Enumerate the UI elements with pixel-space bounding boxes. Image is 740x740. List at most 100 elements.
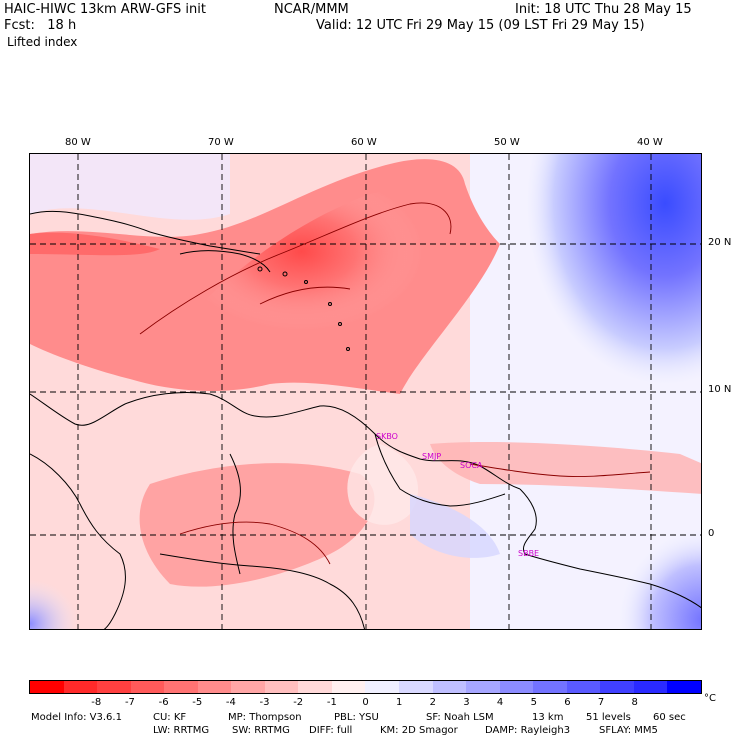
footer-damp: DAMP: Rayleigh3: [485, 725, 571, 736]
colorbar-segment: [566, 681, 601, 693]
colorbar-tick-label: -1: [326, 697, 337, 708]
lon-label: 50 W: [494, 137, 520, 148]
colorbar-tick-label: -4: [225, 697, 236, 708]
map-canvas: [30, 154, 701, 629]
unstable-air-core: [180, 190, 450, 366]
colorbar-segment: [633, 681, 668, 693]
footer-km: KM: 2D Smagor: [380, 725, 458, 736]
coastlines: [30, 210, 701, 629]
lat-label: 20 N: [708, 237, 732, 248]
lon-label: 60 W: [351, 137, 377, 148]
colorbar-tick-label: -2: [293, 697, 304, 708]
colorbar-segment: [667, 681, 701, 693]
colorbar-tick-label: 3: [463, 697, 470, 708]
pale-patch: [347, 444, 419, 525]
colorbar-tick-label: -3: [259, 697, 270, 708]
footer-sf: SF: Noah LSM: [426, 712, 494, 723]
islands: [257, 266, 350, 351]
colorbar-segment: [298, 681, 332, 693]
colorbar-segment: [197, 681, 232, 693]
colorbar-tick-label: 4: [496, 697, 504, 708]
colorbar-tick-label: -8: [91, 697, 102, 708]
field-name: Lifted index: [7, 35, 78, 49]
colorbar-tick-label: 7: [597, 697, 605, 708]
footer-pbl: PBL: YSU: [334, 712, 379, 723]
colorbar-unit: °C: [704, 693, 716, 704]
island: [328, 302, 332, 306]
lat-label: 0: [708, 528, 715, 539]
border-colombia-venezuela: [229, 453, 241, 575]
lifted-index-map: [29, 153, 702, 630]
valid-time: Valid: 12 UTC Fri 29 May 15 (09 LST Fri …: [316, 18, 645, 33]
stable-air-southeast: [490, 404, 701, 629]
colorbar-tick-label: 6: [564, 697, 571, 708]
coastline-brazil: [519, 488, 701, 609]
colorbar-segment: [499, 681, 534, 693]
colorbar-segment: [231, 681, 265, 693]
forecast-hour: Fcst: 18 h: [4, 18, 77, 33]
contours: [139, 202, 651, 565]
lon-label: 70 W: [208, 137, 234, 148]
northwest-pale-region: [30, 154, 230, 220]
lat-lon-grid: [30, 154, 701, 629]
colorbar-tick-label: 0: [362, 697, 369, 708]
colorbar-segment: [533, 681, 567, 693]
border-brazil-west: [159, 553, 365, 629]
lon-label: 40 W: [637, 137, 663, 148]
station-label: SOCA: [460, 461, 483, 470]
model-title: HAIC-HIWC 13km ARW-GFS init: [4, 2, 206, 17]
colorbar-segment: [399, 681, 433, 693]
colorbar-tick-label: 2: [429, 697, 436, 708]
island: [304, 280, 308, 284]
station-label: SBBE: [518, 549, 540, 558]
contour-line: [179, 521, 331, 565]
colorbar-segment: [365, 681, 400, 693]
itcz-unstable-band: [430, 442, 701, 494]
init-time: Init: 18 UTC Thu 28 May 15: [515, 2, 692, 17]
footer-diff: DIFF: full: [309, 725, 353, 736]
coastline-west: [30, 453, 126, 629]
southern-unstable-region: [139, 463, 375, 587]
border-guianas: [374, 433, 506, 507]
colorbar-segment: [97, 681, 131, 693]
colorbar-segment: [466, 681, 500, 693]
footer-timestep: 60 sec: [653, 712, 686, 723]
colorbar-tick-label: -6: [158, 697, 169, 708]
footer-lw: LW: RRTMG: [153, 725, 210, 736]
contour-line: [469, 463, 651, 477]
colorbar-segment: [432, 681, 467, 693]
footer-cu: CU: KF: [153, 712, 187, 723]
colorbar: [29, 680, 702, 694]
contour-line: [259, 286, 351, 305]
island: [338, 322, 342, 326]
island: [257, 266, 263, 272]
coastline-cuba: [30, 210, 261, 255]
colorbar-segment: [130, 681, 165, 693]
colorbar-segment: [264, 681, 299, 693]
lat-label: 10 N: [708, 384, 732, 395]
stable-patch-center: [410, 494, 500, 558]
center-label: NCAR/MMM: [274, 2, 349, 17]
footer-mp: MP: Thompson: [228, 712, 302, 723]
contour-line: [139, 202, 452, 335]
colorbar-segment: [30, 681, 64, 693]
coastline-hispaniola: [179, 250, 271, 273]
footer-model-info: Model Info: V3.6.1: [31, 712, 122, 723]
station-label: SKBO: [376, 432, 398, 441]
colorbar-tick-label: 1: [395, 697, 403, 708]
colorbar-tick-label: 8: [631, 697, 638, 708]
lon-label: 80 W: [65, 137, 91, 148]
colorbar-tick-label: -7: [124, 697, 135, 708]
colorbar-tick-label: -5: [192, 697, 203, 708]
colorbar-segment: [600, 681, 634, 693]
station-label: SMJP: [422, 452, 442, 461]
footer-sw: SW: RRTMG: [232, 725, 290, 736]
colorbar-segment: [331, 681, 366, 693]
footer-resolution: 13 km: [532, 712, 564, 723]
footer-levels: 51 levels: [586, 712, 631, 723]
coastline-south-america-north: [30, 392, 521, 490]
colorbar-tick-label: 5: [530, 697, 537, 708]
colorbar-segment: [164, 681, 198, 693]
island: [282, 271, 288, 277]
footer-sflay: SFLAY: MM5: [599, 725, 658, 736]
